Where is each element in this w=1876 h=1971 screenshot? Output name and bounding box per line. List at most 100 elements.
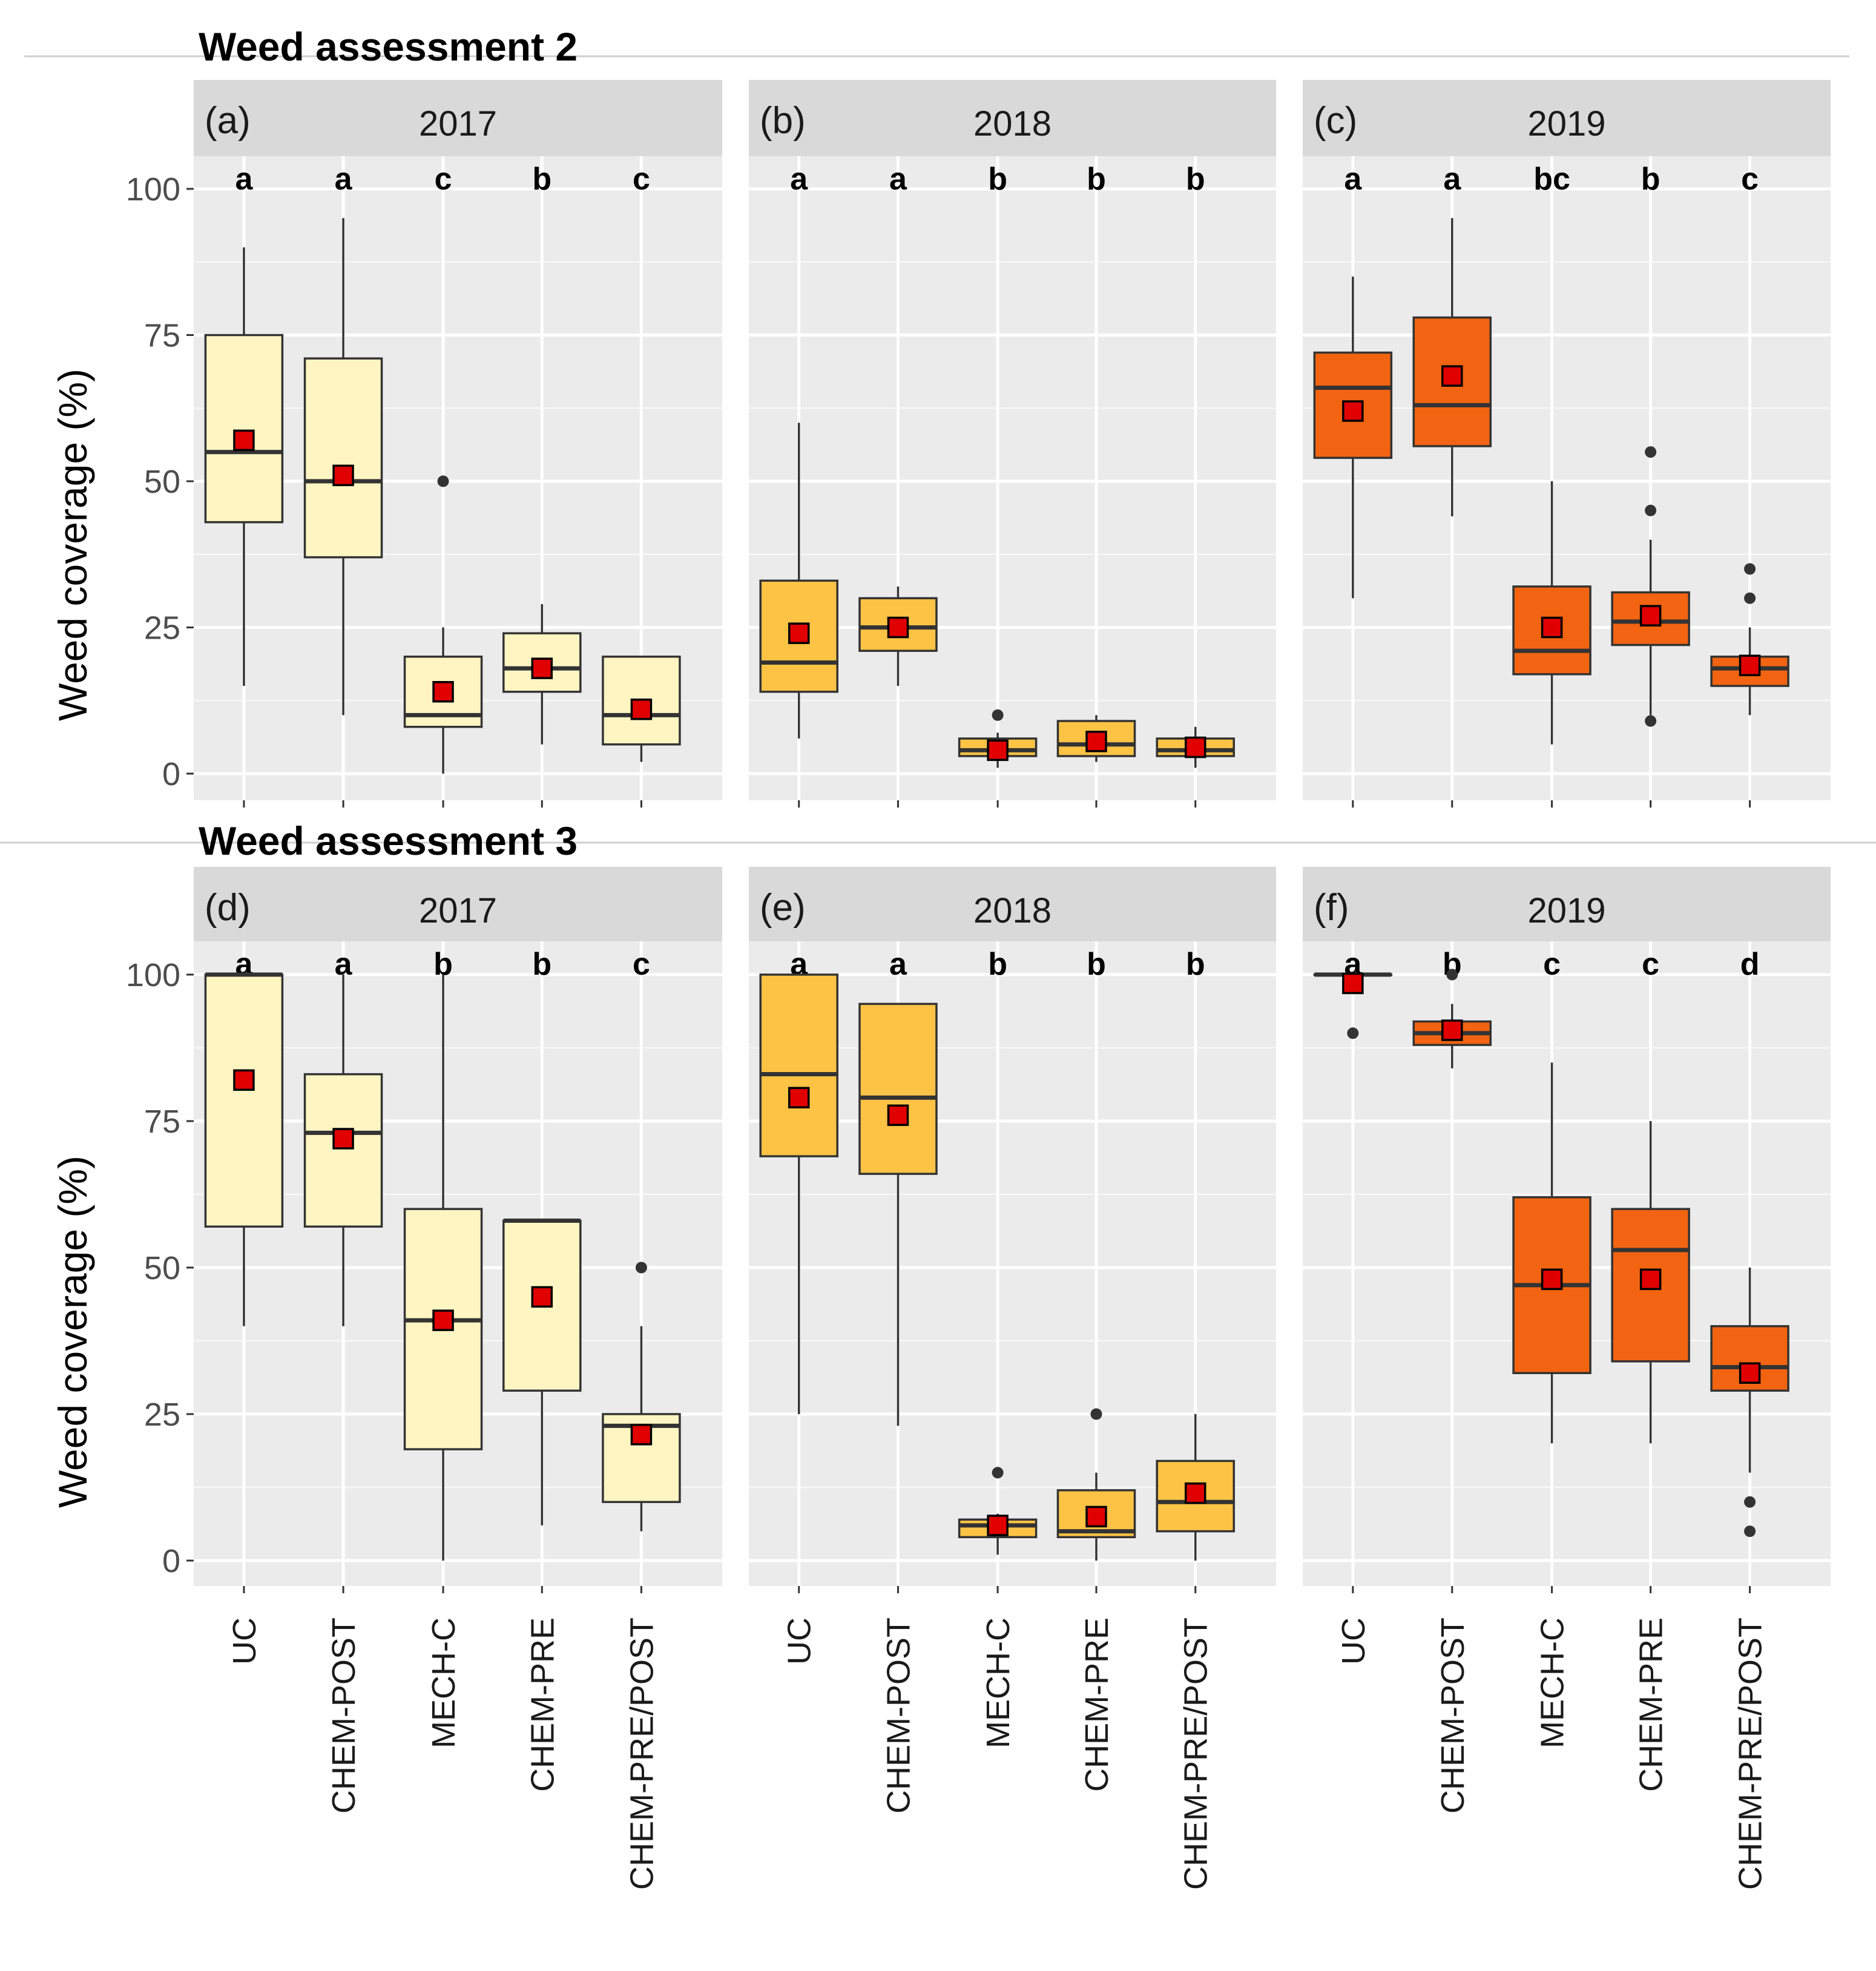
x-tick-label: CHEM-POST <box>1435 1617 1471 1814</box>
significance-letter: a <box>1443 162 1461 197</box>
panel-letter-5: (f) <box>1314 887 1349 929</box>
mean-marker <box>1085 731 1107 752</box>
significance-letter: b <box>1087 947 1106 982</box>
mean-marker <box>887 1104 909 1127</box>
y-tick-label: 50 <box>144 1250 180 1286</box>
panel-year-4: 2018 <box>973 891 1052 930</box>
significance-letter: c <box>1741 162 1759 197</box>
mean-marker <box>1342 400 1364 422</box>
mean-marker <box>1085 1505 1107 1528</box>
significance-letter: b <box>988 162 1007 197</box>
x-tick-label: CHEM-PRE/POST <box>1733 1617 1769 1890</box>
mean-marker <box>233 1069 255 1091</box>
outlier-point <box>1347 1027 1359 1039</box>
panel-year-0: 2017 <box>419 104 497 143</box>
panel-letter-2: (c) <box>1314 100 1357 142</box>
significance-letter: a <box>335 162 353 197</box>
mean-marker <box>1541 616 1563 639</box>
mean-marker <box>1441 365 1463 387</box>
significance-letter: b <box>532 947 551 982</box>
mean-marker <box>987 739 1009 762</box>
panel-year-5: 2019 <box>1527 891 1605 930</box>
x-tick-label: CHEM-PRE/POST <box>624 1617 660 1890</box>
y-axis-label-bottom: Weed coverage (%) <box>50 1156 95 1508</box>
significance-letter: c <box>1543 947 1561 982</box>
panel-year-3: 2017 <box>419 891 497 930</box>
mean-marker <box>1184 1482 1206 1504</box>
x-tick-label: UC <box>226 1617 263 1665</box>
y-tick-label: 0 <box>162 1543 180 1579</box>
box-iqr <box>858 1002 938 1175</box>
outlier-point <box>1744 592 1756 604</box>
panel-background-2 <box>1303 156 1831 800</box>
significance-letter: a <box>790 162 808 197</box>
significance-letter: a <box>889 947 907 982</box>
y-tick-label: 50 <box>144 464 180 500</box>
x-tick-label: CHEM-POST <box>880 1617 917 1814</box>
mean-marker <box>887 616 909 639</box>
panel-letter-1: (b) <box>760 100 806 142</box>
x-tick-label: CHEM-PRE <box>1633 1617 1670 1792</box>
x-tick-label: CHEM-POST <box>326 1617 362 1814</box>
mean-marker <box>432 681 454 703</box>
significance-letter: b <box>1186 947 1205 982</box>
x-tick-label: CHEM-PRE <box>1079 1617 1115 1792</box>
mean-marker <box>432 1309 454 1331</box>
outlier-point <box>1645 504 1657 516</box>
mean-marker <box>332 1128 354 1150</box>
significance-letter: c <box>1642 947 1659 982</box>
y-tick-label: 100 <box>126 957 180 993</box>
x-tick-label: UC <box>1335 1617 1372 1665</box>
outlier-point <box>1645 446 1657 458</box>
box-iqr <box>602 656 681 746</box>
panel-year-1: 2018 <box>973 104 1052 143</box>
outlier-point <box>437 475 449 487</box>
y-tick-label: 100 <box>126 171 180 208</box>
mean-marker <box>1739 654 1761 677</box>
significance-letter: b <box>988 947 1007 982</box>
y-tick-label: 25 <box>144 610 180 647</box>
x-tick-label: CHEM-PRE/POST <box>1178 1617 1214 1890</box>
significance-letter: b <box>532 162 551 197</box>
box-iqr <box>204 334 284 524</box>
mean-marker <box>531 657 553 679</box>
significance-letter: a <box>1344 162 1362 197</box>
mean-marker <box>788 1087 810 1109</box>
mean-marker <box>1342 972 1364 995</box>
panel-strip-2 <box>1303 80 1831 156</box>
mean-marker <box>630 1424 653 1446</box>
significance-letter: b <box>1641 162 1660 197</box>
outlier-point <box>992 1467 1004 1479</box>
box-iqr <box>303 357 383 559</box>
mean-marker <box>1739 1362 1761 1384</box>
mean-marker <box>531 1286 553 1308</box>
x-tick-label: CHEM-PRE <box>524 1617 561 1792</box>
outlier-point <box>1645 715 1657 727</box>
panel-letter-3: (d) <box>205 887 251 929</box>
y-tick-label: 0 <box>162 756 180 792</box>
mean-marker <box>1441 1019 1463 1041</box>
y-tick-label: 75 <box>144 1104 180 1140</box>
box-iqr <box>759 973 838 1157</box>
mean-marker <box>1639 1268 1662 1291</box>
mean-marker <box>987 1515 1009 1536</box>
y-axis-label-top: Weed coverage (%) <box>50 369 95 721</box>
x-tick-label: MECH-C <box>980 1617 1016 1748</box>
x-tick-label: MECH-C <box>426 1617 462 1748</box>
mean-marker <box>332 464 354 487</box>
significance-letter: d <box>1740 947 1760 982</box>
y-tick-label: 25 <box>144 1397 180 1433</box>
panel-background-1 <box>749 156 1276 800</box>
outlier-point <box>992 709 1004 721</box>
box-iqr <box>204 973 284 1228</box>
box-iqr <box>502 632 582 693</box>
panel-year-2: 2019 <box>1527 104 1605 143</box>
x-tick-label: UC <box>782 1617 818 1665</box>
x-tick-label: MECH-C <box>1535 1617 1571 1748</box>
panel-strip-5 <box>1303 867 1831 941</box>
significance-letter: b <box>1186 162 1205 197</box>
significance-letter: c <box>633 947 650 982</box>
mean-marker <box>1639 605 1662 627</box>
significance-letter: a <box>889 162 907 197</box>
